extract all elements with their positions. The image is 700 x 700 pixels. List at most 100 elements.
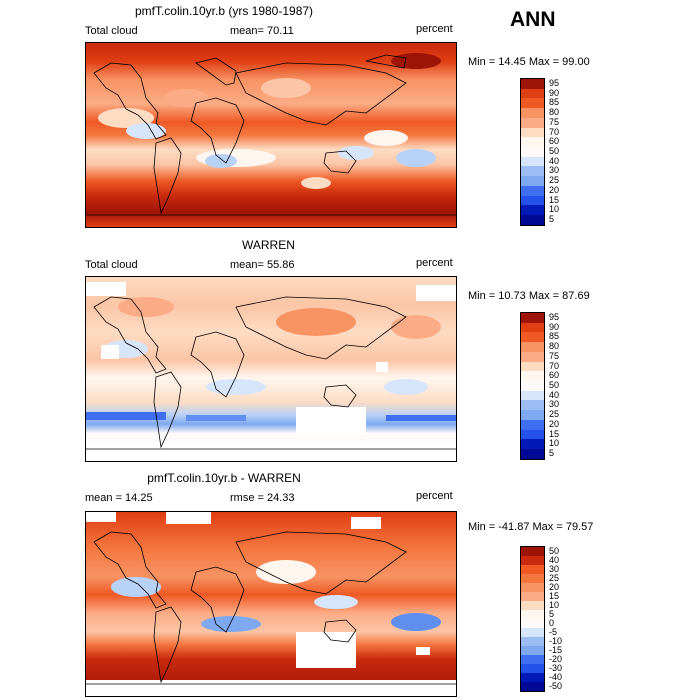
colorbar-segment bbox=[521, 205, 544, 216]
colorbar-tick-label: 25 bbox=[549, 409, 560, 420]
colorbar-tick-label: 0 bbox=[549, 617, 555, 628]
colorbar-tick-label: 10 bbox=[549, 599, 560, 610]
colorbar-segment bbox=[521, 342, 544, 352]
colorbar-tick-label: -40 bbox=[549, 671, 563, 682]
colorbar-segment bbox=[521, 637, 544, 646]
colorbar-segment bbox=[521, 215, 544, 225]
colorbar-tick-label: 10 bbox=[549, 204, 560, 215]
colorbar-tick-label: 50 bbox=[549, 146, 560, 156]
colorbar-tick-label: 40 bbox=[549, 554, 560, 565]
colorbar-segment bbox=[521, 185, 544, 196]
colorbar-segment bbox=[521, 673, 544, 682]
colorbar-tick-label: -20 bbox=[549, 653, 563, 664]
colorbar-tick-label: 25 bbox=[549, 175, 560, 186]
colorbar-tick-label: -50 bbox=[549, 680, 563, 691]
panel3-map bbox=[85, 511, 457, 697]
colorbar-tick-label: 30 bbox=[549, 399, 560, 410]
colorbar-tick-label: -15 bbox=[549, 644, 563, 655]
colorbar-tick-label: 85 bbox=[549, 331, 560, 342]
colorbar-segment bbox=[521, 79, 544, 89]
colorbar-tick-label: 30 bbox=[549, 165, 560, 176]
colorbar-segment bbox=[521, 137, 544, 148]
panel2-minmax: Min = 10.73 Max = 87.69 bbox=[468, 290, 590, 302]
panel3-map-field bbox=[86, 512, 456, 696]
colorbar-segment bbox=[521, 381, 544, 391]
colorbar-tick-label: 15 bbox=[549, 428, 560, 439]
colorbar-segment bbox=[521, 419, 544, 430]
colorbar-tick-label: -10 bbox=[549, 635, 563, 646]
panel2-variable-label: Total cloud bbox=[85, 259, 138, 271]
colorbar-tick-label: 75 bbox=[549, 116, 560, 127]
colorbar-segment bbox=[521, 156, 544, 167]
colorbar-segment bbox=[521, 547, 544, 556]
colorbar-tick-label: 90 bbox=[549, 321, 560, 332]
colorbar-segment bbox=[521, 176, 544, 186]
panel3-rmse-label: rmse = 24.33 bbox=[230, 492, 295, 504]
colorbar-tick-label: 15 bbox=[549, 590, 560, 601]
panel1-title: pmfT.colin.10yr.b (yrs 1980-1987) bbox=[134, 4, 314, 18]
panel1-colorbar bbox=[520, 78, 545, 226]
colorbar-tick-label: 70 bbox=[549, 360, 560, 371]
colorbar-segment bbox=[521, 371, 544, 382]
colorbar-tick-label: 90 bbox=[549, 87, 560, 98]
colorbar-segment bbox=[521, 682, 544, 691]
colorbar-segment bbox=[521, 98, 544, 109]
colorbar-segment bbox=[521, 117, 544, 128]
colorbar-segment bbox=[521, 449, 544, 459]
colorbar-tick-label: 60 bbox=[549, 370, 560, 381]
colorbar-segment bbox=[521, 351, 544, 362]
panel3-mean-label: mean = 14.25 bbox=[85, 492, 153, 504]
colorbar-segment bbox=[521, 439, 544, 450]
colorbar-segment bbox=[521, 400, 544, 411]
colorbar-tick-label: 40 bbox=[549, 155, 560, 166]
colorbar-segment bbox=[521, 195, 544, 206]
panel2-colorbar bbox=[520, 312, 545, 460]
colorbar-tick-label: 80 bbox=[549, 341, 560, 352]
panel2-title: WARREN bbox=[242, 238, 295, 252]
colorbar-segment bbox=[521, 574, 544, 583]
colorbar-segment bbox=[521, 610, 544, 619]
panel2-units-label: percent bbox=[416, 257, 453, 269]
colorbar-segment bbox=[521, 619, 544, 628]
colorbar-tick-label: 15 bbox=[549, 194, 560, 205]
colorbar-tick-label: 5 bbox=[549, 214, 555, 225]
colorbar-tick-label: 70 bbox=[549, 126, 560, 137]
season-label: ANN bbox=[510, 8, 556, 31]
colorbar-segment bbox=[521, 322, 544, 333]
colorbar-segment bbox=[521, 664, 544, 673]
colorbar-segment bbox=[521, 166, 544, 177]
colorbar-segment bbox=[521, 390, 544, 401]
colorbar-segment bbox=[521, 88, 544, 99]
colorbar-tick-label: 5 bbox=[549, 608, 555, 619]
colorbar-segment bbox=[521, 108, 544, 118]
colorbar-segment bbox=[521, 646, 544, 655]
colorbar-tick-label: 20 bbox=[549, 581, 560, 592]
colorbar-segment bbox=[521, 147, 544, 157]
colorbar-segment bbox=[521, 429, 544, 440]
panel1-map-field bbox=[86, 43, 456, 227]
colorbar-tick-label: 30 bbox=[549, 563, 560, 574]
colorbar-segment bbox=[521, 565, 544, 574]
colorbar-tick-label: 60 bbox=[549, 136, 560, 147]
colorbar-tick-label: -5 bbox=[549, 626, 558, 637]
colorbar-tick-label: 20 bbox=[549, 418, 560, 429]
colorbar-segment bbox=[521, 313, 544, 323]
colorbar-segment bbox=[521, 556, 544, 565]
panel2-map-field bbox=[86, 277, 456, 461]
colorbar-tick-label: 10 bbox=[549, 438, 560, 449]
panel3-title: pmfT.colin.10yr.b - WARREN bbox=[147, 471, 301, 485]
panel3-minmax: Min = -41.87 Max = 79.57 bbox=[468, 521, 594, 533]
colorbar-segment bbox=[521, 410, 544, 420]
colorbar-tick-label: 95 bbox=[549, 311, 560, 322]
colorbar-segment bbox=[521, 361, 544, 372]
colorbar-tick-label: 85 bbox=[549, 97, 560, 108]
colorbar-segment bbox=[521, 592, 544, 601]
panel1-mean-label: mean= 70.11 bbox=[230, 25, 294, 37]
panel1-minmax: Min = 14.45 Max = 99.00 bbox=[468, 56, 590, 68]
colorbar-tick-label: 5 bbox=[549, 448, 555, 459]
panel2-mean-label: mean= 55.86 bbox=[230, 259, 295, 271]
panel1-units-label: percent bbox=[416, 23, 453, 35]
colorbar-segment bbox=[521, 127, 544, 138]
colorbar-tick-label: 20 bbox=[549, 184, 560, 195]
colorbar-segment bbox=[521, 628, 544, 637]
